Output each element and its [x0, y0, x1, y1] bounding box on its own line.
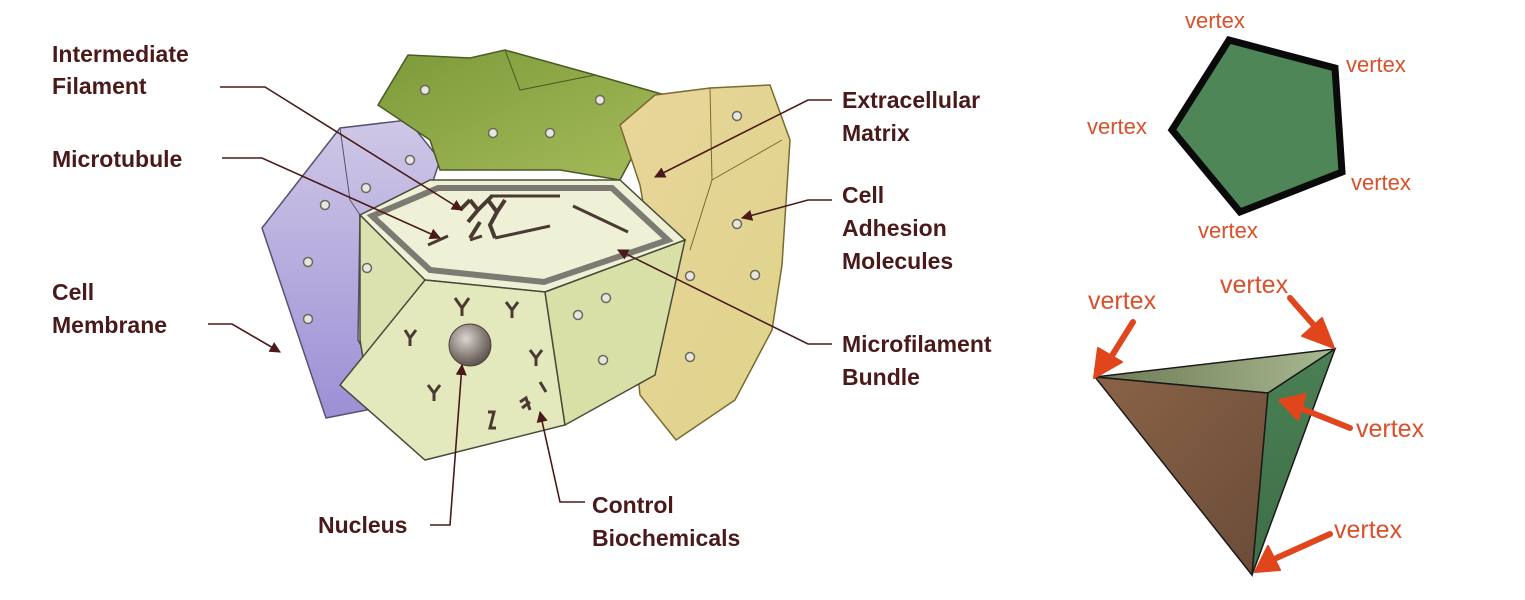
pentagon-figure: vertex vertex vertex vertex vertex	[1087, 8, 1411, 243]
microfilament-bundle-label: Microfilament Bundle	[842, 331, 998, 390]
pentagon-vertex-label-lower-right: vertex	[1351, 170, 1411, 195]
central-cell-right	[544, 238, 687, 427]
pentagon-vertex-label-top: vertex	[1185, 8, 1245, 33]
tetrahedron-figure: vertex vertex vertex vertex	[1088, 271, 1425, 577]
extracellular-matrix-label: Extracellular Matrix	[842, 87, 986, 146]
cell-adhesion-leader	[740, 199, 832, 221]
tetrahedron-arrows	[1093, 295, 1353, 573]
extracellular-matrix-leader	[653, 99, 832, 178]
microtubule-label: Microtubule	[52, 146, 182, 172]
tetrahedron-vertex-label-right: vertex	[1356, 415, 1425, 443]
control-biochemicals-label: Control Biochemicals	[592, 492, 740, 551]
cell-membrane-label: Cell Membrane	[52, 279, 167, 338]
cell-illustration	[261, 49, 791, 461]
microtubule-leader	[222, 157, 442, 239]
intermediate-filament-leader	[220, 86, 463, 211]
central-cell-front	[338, 279, 566, 461]
microfilament-bundle-ring	[366, 185, 674, 286]
nucleus-leader	[430, 363, 467, 526]
intermediate-filament-label: Intermediate Filament	[52, 41, 195, 99]
control-biochemical-glyphs	[403, 297, 548, 430]
cell-membrane-leader	[208, 323, 281, 353]
pentagon-vertex-label-left: vertex	[1087, 114, 1147, 139]
tetrahedron-side-face	[1251, 347, 1337, 576]
pentagon-vertex-label-upper-right: vertex	[1346, 52, 1406, 77]
cell-adhesion-molecules-label: Cell Adhesion Molecules	[842, 182, 953, 274]
leader-lines	[208, 86, 832, 526]
membrane-dots	[302, 84, 761, 366]
arrow-right	[1297, 405, 1353, 431]
tetrahedron-vertex-label-upper-left: vertex	[1088, 287, 1157, 315]
tetrahedron-vertex-label-upper-right: vertex	[1220, 271, 1289, 299]
control-biochemicals-leader	[536, 410, 585, 503]
filaments	[427, 194, 629, 247]
microfilament-bundle-leader	[616, 249, 832, 345]
nucleus-label: Nucleus	[318, 512, 407, 538]
pentagon-shape	[1167, 35, 1346, 217]
arrow-bottom	[1269, 531, 1333, 563]
nucleus-shape	[448, 323, 492, 367]
pentagon-vertex-label-bottom: vertex	[1198, 218, 1258, 243]
tetrahedron-vertex-label-bottom: vertex	[1334, 516, 1403, 544]
tetrahedron-front-face	[1093, 376, 1269, 577]
